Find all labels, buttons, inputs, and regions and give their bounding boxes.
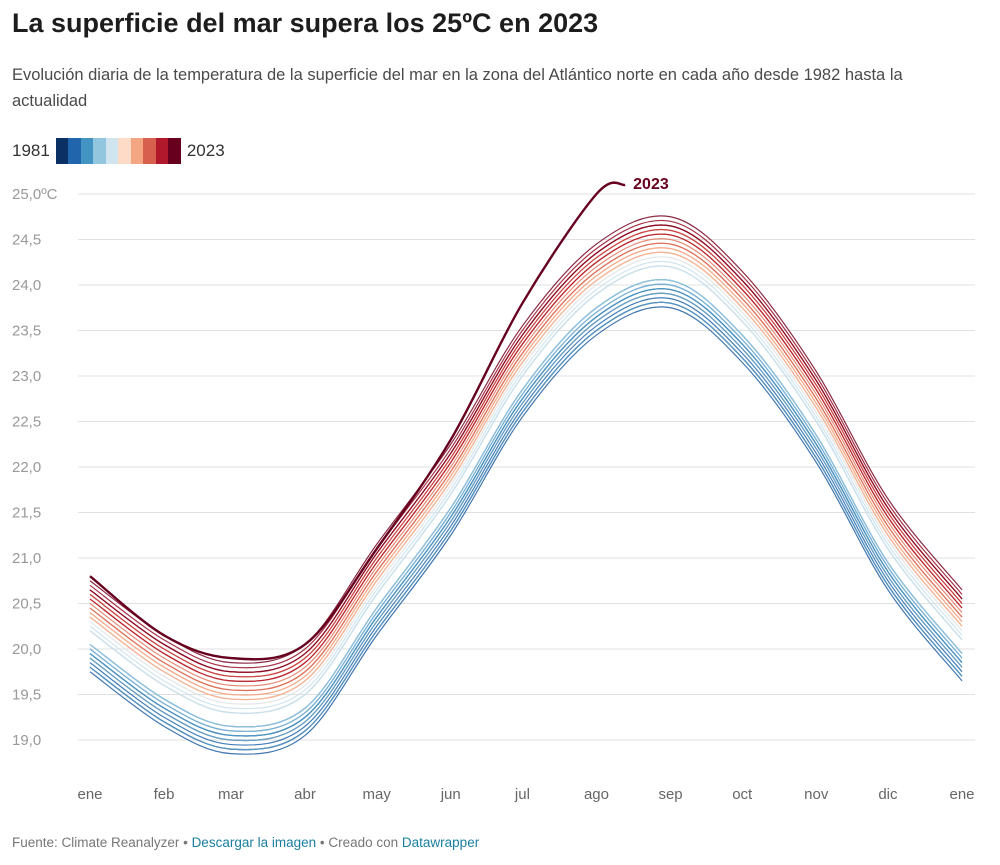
y-tick-label: 25,0ºC bbox=[12, 186, 58, 203]
y-tick-label: 23,0 bbox=[12, 368, 41, 385]
series-line-2010 bbox=[89, 233, 963, 683]
legend-swatch bbox=[168, 138, 181, 164]
y-tick-label: 21,5 bbox=[12, 505, 41, 522]
y-tick-label: 19,0 bbox=[12, 732, 41, 749]
x-tick-label: mar bbox=[218, 786, 244, 803]
series-line-2012 bbox=[89, 238, 963, 687]
chart-title: La superficie del mar supera los 25ºC en… bbox=[12, 8, 599, 38]
series-line-2023 bbox=[89, 181, 626, 661]
separator: • bbox=[179, 835, 192, 850]
series-line-1994 bbox=[89, 283, 963, 733]
series-line-2002 bbox=[89, 251, 963, 701]
created-with-text: • Creado con bbox=[316, 835, 402, 850]
series-line-2004 bbox=[89, 251, 963, 701]
x-tick-label: sep bbox=[658, 786, 682, 803]
series-line-2016 bbox=[89, 228, 963, 678]
series-line-1997 bbox=[89, 265, 963, 714]
series-line-2019 bbox=[89, 224, 963, 673]
series-line-1999 bbox=[89, 260, 963, 710]
legend-swatch bbox=[130, 138, 144, 164]
x-tick-label: nov bbox=[804, 786, 829, 803]
x-tick-label: jun bbox=[440, 786, 461, 803]
series-line-2007 bbox=[89, 251, 963, 701]
series-label-2023: 2023 bbox=[633, 176, 669, 193]
series-line-2015 bbox=[89, 233, 963, 683]
y-tick-label: 24,0 bbox=[12, 277, 41, 294]
y-tick-label: 23,5 bbox=[12, 323, 41, 340]
x-tick-label: oct bbox=[732, 786, 753, 803]
x-tick-label: dic bbox=[878, 786, 898, 803]
series-line-1982 bbox=[89, 301, 963, 751]
series-line-1990 bbox=[89, 279, 963, 728]
x-tick-label: may bbox=[363, 786, 392, 803]
series-line-2000 bbox=[89, 265, 963, 714]
series-line-2022 bbox=[89, 215, 963, 664]
legend-swatch bbox=[105, 138, 119, 164]
series-line-2013 bbox=[89, 242, 963, 692]
chart-subtitle: Evolución diaria de la temperatura de la… bbox=[12, 66, 903, 110]
source-text: Fuente: Climate Reanalyzer bbox=[12, 835, 180, 850]
series-line-2021 bbox=[89, 224, 963, 673]
legend-swatch bbox=[143, 138, 156, 164]
y-tick-label: 20,0 bbox=[12, 641, 41, 658]
series-line-1991 bbox=[89, 288, 963, 737]
series-line-1987 bbox=[89, 283, 963, 733]
legend-color-scale bbox=[55, 138, 181, 164]
series-line-2009 bbox=[89, 247, 963, 696]
x-tick-label: abr bbox=[294, 786, 316, 803]
series-line-1986 bbox=[89, 297, 963, 746]
series-line-2003 bbox=[89, 247, 963, 696]
y-tick-label: 22,5 bbox=[12, 414, 41, 431]
series-line-1984 bbox=[89, 301, 963, 751]
series-line-1985 bbox=[89, 306, 963, 755]
series-line-1993 bbox=[89, 292, 963, 742]
legend-swatch bbox=[55, 138, 69, 164]
x-tick-label: ene bbox=[77, 786, 102, 803]
legend-end-label: 2023 bbox=[186, 141, 225, 160]
series-line-1996 bbox=[89, 279, 963, 728]
series-line-1981 bbox=[89, 292, 963, 742]
y-tick-label: 22,0 bbox=[12, 459, 41, 476]
series-line-1995 bbox=[89, 265, 963, 714]
color-legend: 1981 2023 bbox=[12, 138, 225, 164]
legend-swatch bbox=[93, 138, 106, 164]
legend-swatch bbox=[155, 138, 169, 164]
series-line-2018 bbox=[89, 233, 963, 683]
series-line-1988 bbox=[89, 279, 963, 728]
x-tick-label: jul bbox=[514, 786, 530, 803]
series-line-2020 bbox=[89, 219, 963, 669]
x-tick-label: ene bbox=[949, 786, 974, 803]
footer: Fuente: Climate Reanalyzer • Descargar l… bbox=[12, 835, 479, 850]
series-line-1998 bbox=[89, 251, 963, 701]
y-tick-label: 19,5 bbox=[12, 687, 41, 704]
x-tick-label: ago bbox=[584, 786, 609, 803]
series-line-2001 bbox=[89, 256, 963, 705]
download-image-link[interactable]: Descargar la imagen bbox=[191, 835, 317, 850]
series-line-2008 bbox=[89, 251, 963, 701]
y-tick-label: 20,5 bbox=[12, 596, 41, 613]
legend-swatch bbox=[80, 138, 94, 164]
x-tick-label: feb bbox=[154, 786, 175, 803]
y-tick-label: 24,5 bbox=[12, 232, 41, 249]
legend-swatch bbox=[118, 138, 131, 164]
legend-swatch bbox=[68, 138, 81, 164]
datawrapper-link[interactable]: Datawrapper bbox=[401, 835, 480, 850]
series-line-2017 bbox=[89, 224, 963, 673]
series-line-2006 bbox=[89, 247, 963, 696]
series-line-1992 bbox=[89, 301, 963, 751]
legend-start-label: 1981 bbox=[12, 141, 50, 160]
y-tick-label: 21,0 bbox=[12, 550, 41, 567]
